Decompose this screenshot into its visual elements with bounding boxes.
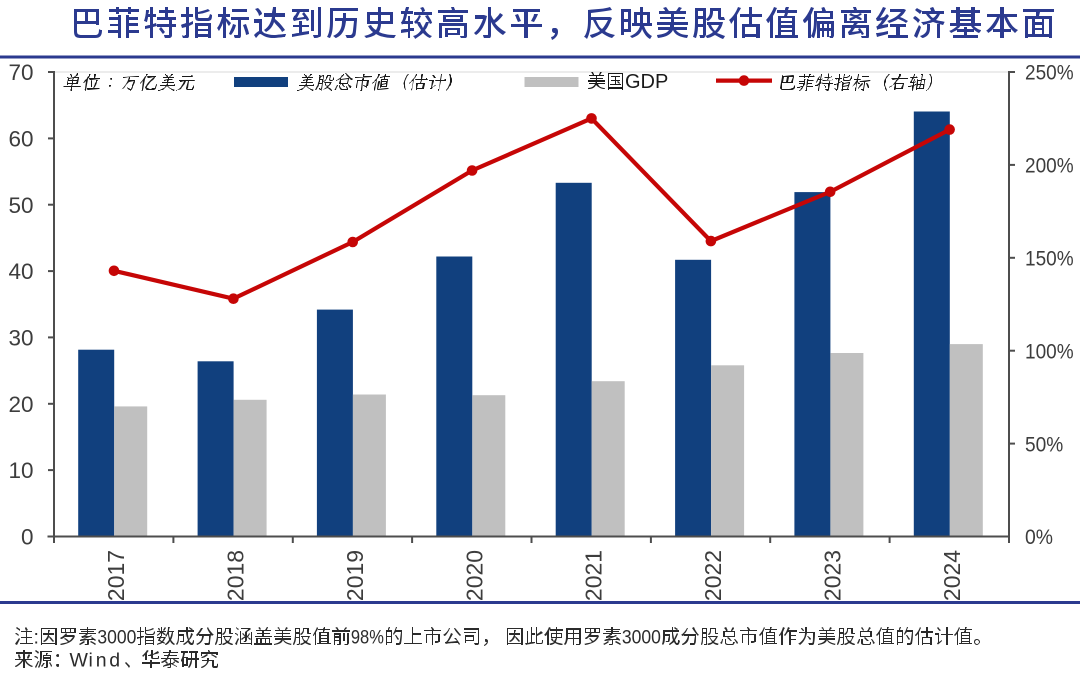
svg-text:40: 40 bbox=[8, 259, 33, 284]
svg-text:0: 0 bbox=[21, 525, 34, 550]
svg-text:250%: 250% bbox=[1025, 61, 1074, 85]
svg-text:i: i bbox=[89, 650, 93, 672]
svg-text:2017: 2017 bbox=[103, 550, 129, 601]
svg-text:W: W bbox=[70, 650, 89, 672]
svg-text:200%: 200% bbox=[1025, 154, 1074, 178]
svg-text:2022: 2022 bbox=[700, 550, 726, 601]
svg-text:2021: 2021 bbox=[581, 550, 607, 601]
svg-text:2024: 2024 bbox=[939, 550, 965, 601]
svg-text:3000: 3000 bbox=[622, 627, 661, 649]
svg-text:150%: 150% bbox=[1025, 247, 1074, 271]
svg-text:2023: 2023 bbox=[819, 550, 845, 601]
svg-text:30: 30 bbox=[8, 326, 33, 351]
svg-text:10: 10 bbox=[8, 458, 33, 483]
svg-text:2019: 2019 bbox=[342, 550, 368, 601]
svg-text:GDP: GDP bbox=[625, 71, 668, 93]
svg-text:20: 20 bbox=[8, 392, 33, 417]
svg-text::: : bbox=[34, 627, 39, 649]
svg-text:3000: 3000 bbox=[97, 627, 136, 649]
svg-text:98%: 98% bbox=[351, 627, 384, 649]
svg-text:70: 70 bbox=[8, 60, 33, 85]
svg-text:60: 60 bbox=[8, 127, 33, 152]
svg-text:d: d bbox=[109, 650, 120, 672]
svg-text:50: 50 bbox=[8, 193, 33, 218]
svg-text:2018: 2018 bbox=[223, 550, 249, 601]
svg-text:2020: 2020 bbox=[461, 550, 487, 601]
svg-text:50%: 50% bbox=[1025, 432, 1063, 456]
svg-text:100%: 100% bbox=[1025, 339, 1074, 363]
svg-text:0%: 0% bbox=[1025, 525, 1053, 549]
svg-text:n: n bbox=[96, 650, 107, 672]
